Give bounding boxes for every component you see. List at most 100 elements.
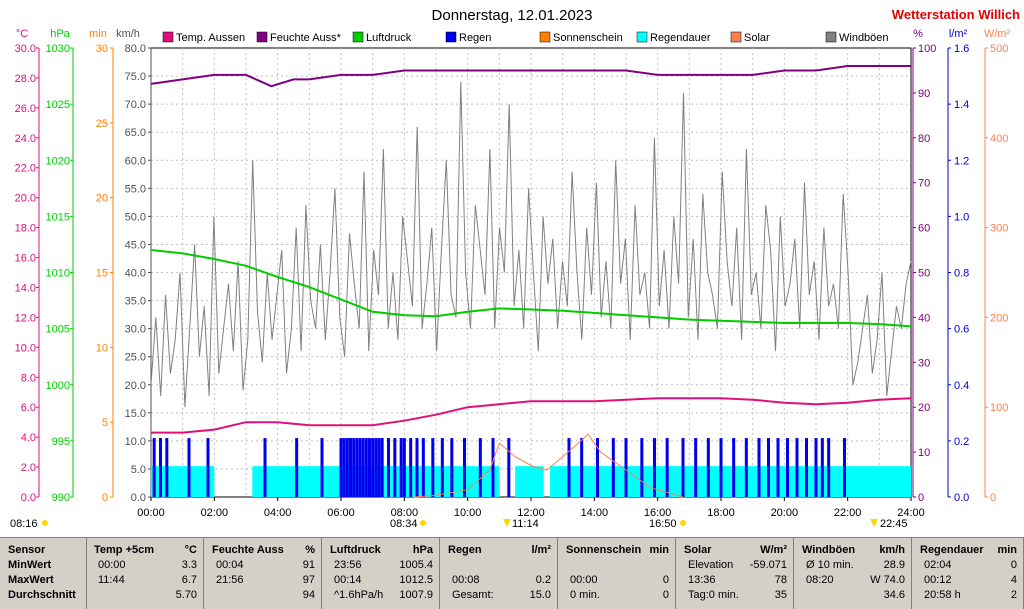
stats-time: 21:56 xyxy=(216,574,244,586)
tick-label-wind_kmh: 80.0 xyxy=(125,43,146,55)
x-tick-label: 00:00 xyxy=(137,507,165,519)
stats-unit: min xyxy=(649,544,669,556)
legend-swatch xyxy=(162,31,174,43)
tick-label-minutes: 20 xyxy=(96,193,108,205)
stats-temp: Temp +5cm °C 00:00 3.3 11:44 6.7 5.70 xyxy=(86,538,204,609)
stats-value: 2 xyxy=(1010,589,1017,601)
stats-regendauer: Regendauer min 02:04 0 00:12 4 20:58 h 2 xyxy=(912,538,1024,609)
regen-bar xyxy=(478,438,482,497)
stats-row-max: MaxWert xyxy=(8,574,54,586)
tick-label-temp_c: 6.0 xyxy=(21,402,36,414)
tick-label-minutes: 0 xyxy=(102,492,108,504)
tick-label-solar_wm2: 0 xyxy=(990,492,996,504)
tick-label-temp_c: 18.0 xyxy=(15,223,36,235)
series-solar xyxy=(413,433,684,498)
tick-label-rain_lm2: 0.6 xyxy=(954,324,969,336)
x-tick-label: 18:00 xyxy=(707,507,735,519)
regen-bar xyxy=(440,438,444,497)
stats-time: 23:56 xyxy=(334,559,362,571)
stats-regen: Regen l/m² 00:08 0.2 Gesamt: 15.0 xyxy=(440,538,558,609)
tick-label-wind_kmh: 60.0 xyxy=(125,155,146,167)
tick-label-humidity_pct: 90 xyxy=(918,88,930,100)
legend-swatch xyxy=(825,31,837,43)
regen-bar xyxy=(342,438,346,497)
tick-label-temp_c: 10.0 xyxy=(15,342,36,354)
legend-swatch xyxy=(256,31,268,43)
tick-label-wind_kmh: 55.0 xyxy=(125,183,146,195)
tick-label-pressure_hpa: 1005 xyxy=(46,324,70,336)
tick-label-pressure_hpa: 990 xyxy=(52,492,70,504)
tick-label-solar_wm2: 300 xyxy=(990,223,1008,235)
regen-bar xyxy=(665,438,669,497)
regen-bar xyxy=(399,438,403,497)
regen-bar xyxy=(206,438,210,497)
regen-bar xyxy=(402,438,406,497)
regen-bar xyxy=(776,438,780,497)
stats-time: 00:14 xyxy=(334,574,362,586)
stats-unit: km/h xyxy=(879,544,905,556)
x-tick-label: 12:00 xyxy=(517,507,545,519)
stats-value: 6.7 xyxy=(181,574,197,586)
tick-label-pressure_hpa: 1030 xyxy=(46,43,70,55)
tick-label-rain_lm2: 0.0 xyxy=(954,492,969,504)
chart-title: Donnerstag, 12.01.2023 xyxy=(432,7,593,24)
tick-label-wind_kmh: 20.0 xyxy=(125,380,146,392)
tick-label-temp_c: 2.0 xyxy=(21,462,36,474)
tick-label-temp_c: 4.0 xyxy=(21,432,36,444)
stats-unit: min xyxy=(997,544,1017,556)
tick-label-wind_kmh: 50.0 xyxy=(125,211,146,223)
legend-swatch xyxy=(636,31,648,43)
regen-bar xyxy=(263,438,267,497)
regen-bar xyxy=(786,438,789,497)
regen-bar xyxy=(364,438,368,497)
stats-value: W 74.0 xyxy=(870,574,905,586)
tick-label-solar_wm2: 200 xyxy=(990,312,1008,324)
tick-label-humidity_pct: 60 xyxy=(918,223,930,235)
x-tick-label: 24:00 xyxy=(897,507,925,519)
regen-bar xyxy=(567,438,571,497)
tick-label-temp_c: 12.0 xyxy=(15,312,36,324)
tick-label-rain_lm2: 0.4 xyxy=(954,380,969,392)
regen-bar xyxy=(361,438,365,497)
regen-bar xyxy=(805,438,808,497)
unit-label: °C xyxy=(16,28,28,40)
tick-label-temp_c: 26.0 xyxy=(15,103,36,115)
regendauer-bar xyxy=(550,466,911,497)
legend-label: Sonnenschein xyxy=(553,32,623,44)
regen-bar xyxy=(719,438,723,497)
sunset-label: 16:50 xyxy=(649,518,677,530)
tick-label-humidity_pct: 100 xyxy=(918,43,936,55)
stats-time: 00:00 xyxy=(98,559,126,571)
sunrise-label: 08:16 xyxy=(10,518,38,530)
legend-swatch xyxy=(445,31,457,43)
x-tick-label: 04:00 xyxy=(264,507,292,519)
tick-label-rain_lm2: 0.2 xyxy=(954,436,969,448)
tick-label-wind_kmh: 25.0 xyxy=(125,352,146,364)
tick-label-wind_kmh: 40.0 xyxy=(125,268,146,280)
stats-table: Sensor MinWert MaxWert Durchschnitt Temp… xyxy=(0,537,1024,609)
regen-bar xyxy=(843,438,846,497)
unit-label: W/m² xyxy=(984,28,1011,40)
regen-bar xyxy=(463,438,466,497)
stats-time: Ø 10 min. xyxy=(806,559,854,571)
tick-label-rain_lm2: 1.4 xyxy=(954,99,969,111)
regen-bar xyxy=(387,438,390,497)
legend-label: Regendauer xyxy=(650,32,711,44)
tick-label-wind_kmh: 75.0 xyxy=(125,71,146,83)
stats-sensor: Sensor MinWert MaxWert Durchschnitt xyxy=(0,538,87,609)
regen-bar xyxy=(624,438,628,497)
stats-time: Gesamt: xyxy=(452,589,494,601)
regen-bar xyxy=(152,438,156,497)
tick-label-wind_kmh: 65.0 xyxy=(125,127,146,139)
x-tick-label: 06:00 xyxy=(327,507,355,519)
stats-value: 35 xyxy=(774,589,787,601)
stats-value: 0 xyxy=(662,574,669,586)
unit-label: % xyxy=(913,28,923,40)
tick-label-minutes: 30 xyxy=(96,43,108,55)
stats-value: 91 xyxy=(302,559,315,571)
stats-value: 78 xyxy=(774,574,787,586)
stats-luftdruck: Luftdruck hPa 23:56 1005.4 00:14 1012.5 ^1.6hP… xyxy=(322,538,440,609)
legend-swatch xyxy=(539,31,551,43)
stats-value: 5.70 xyxy=(175,589,197,601)
tick-label-humidity_pct: 70 xyxy=(918,178,930,190)
